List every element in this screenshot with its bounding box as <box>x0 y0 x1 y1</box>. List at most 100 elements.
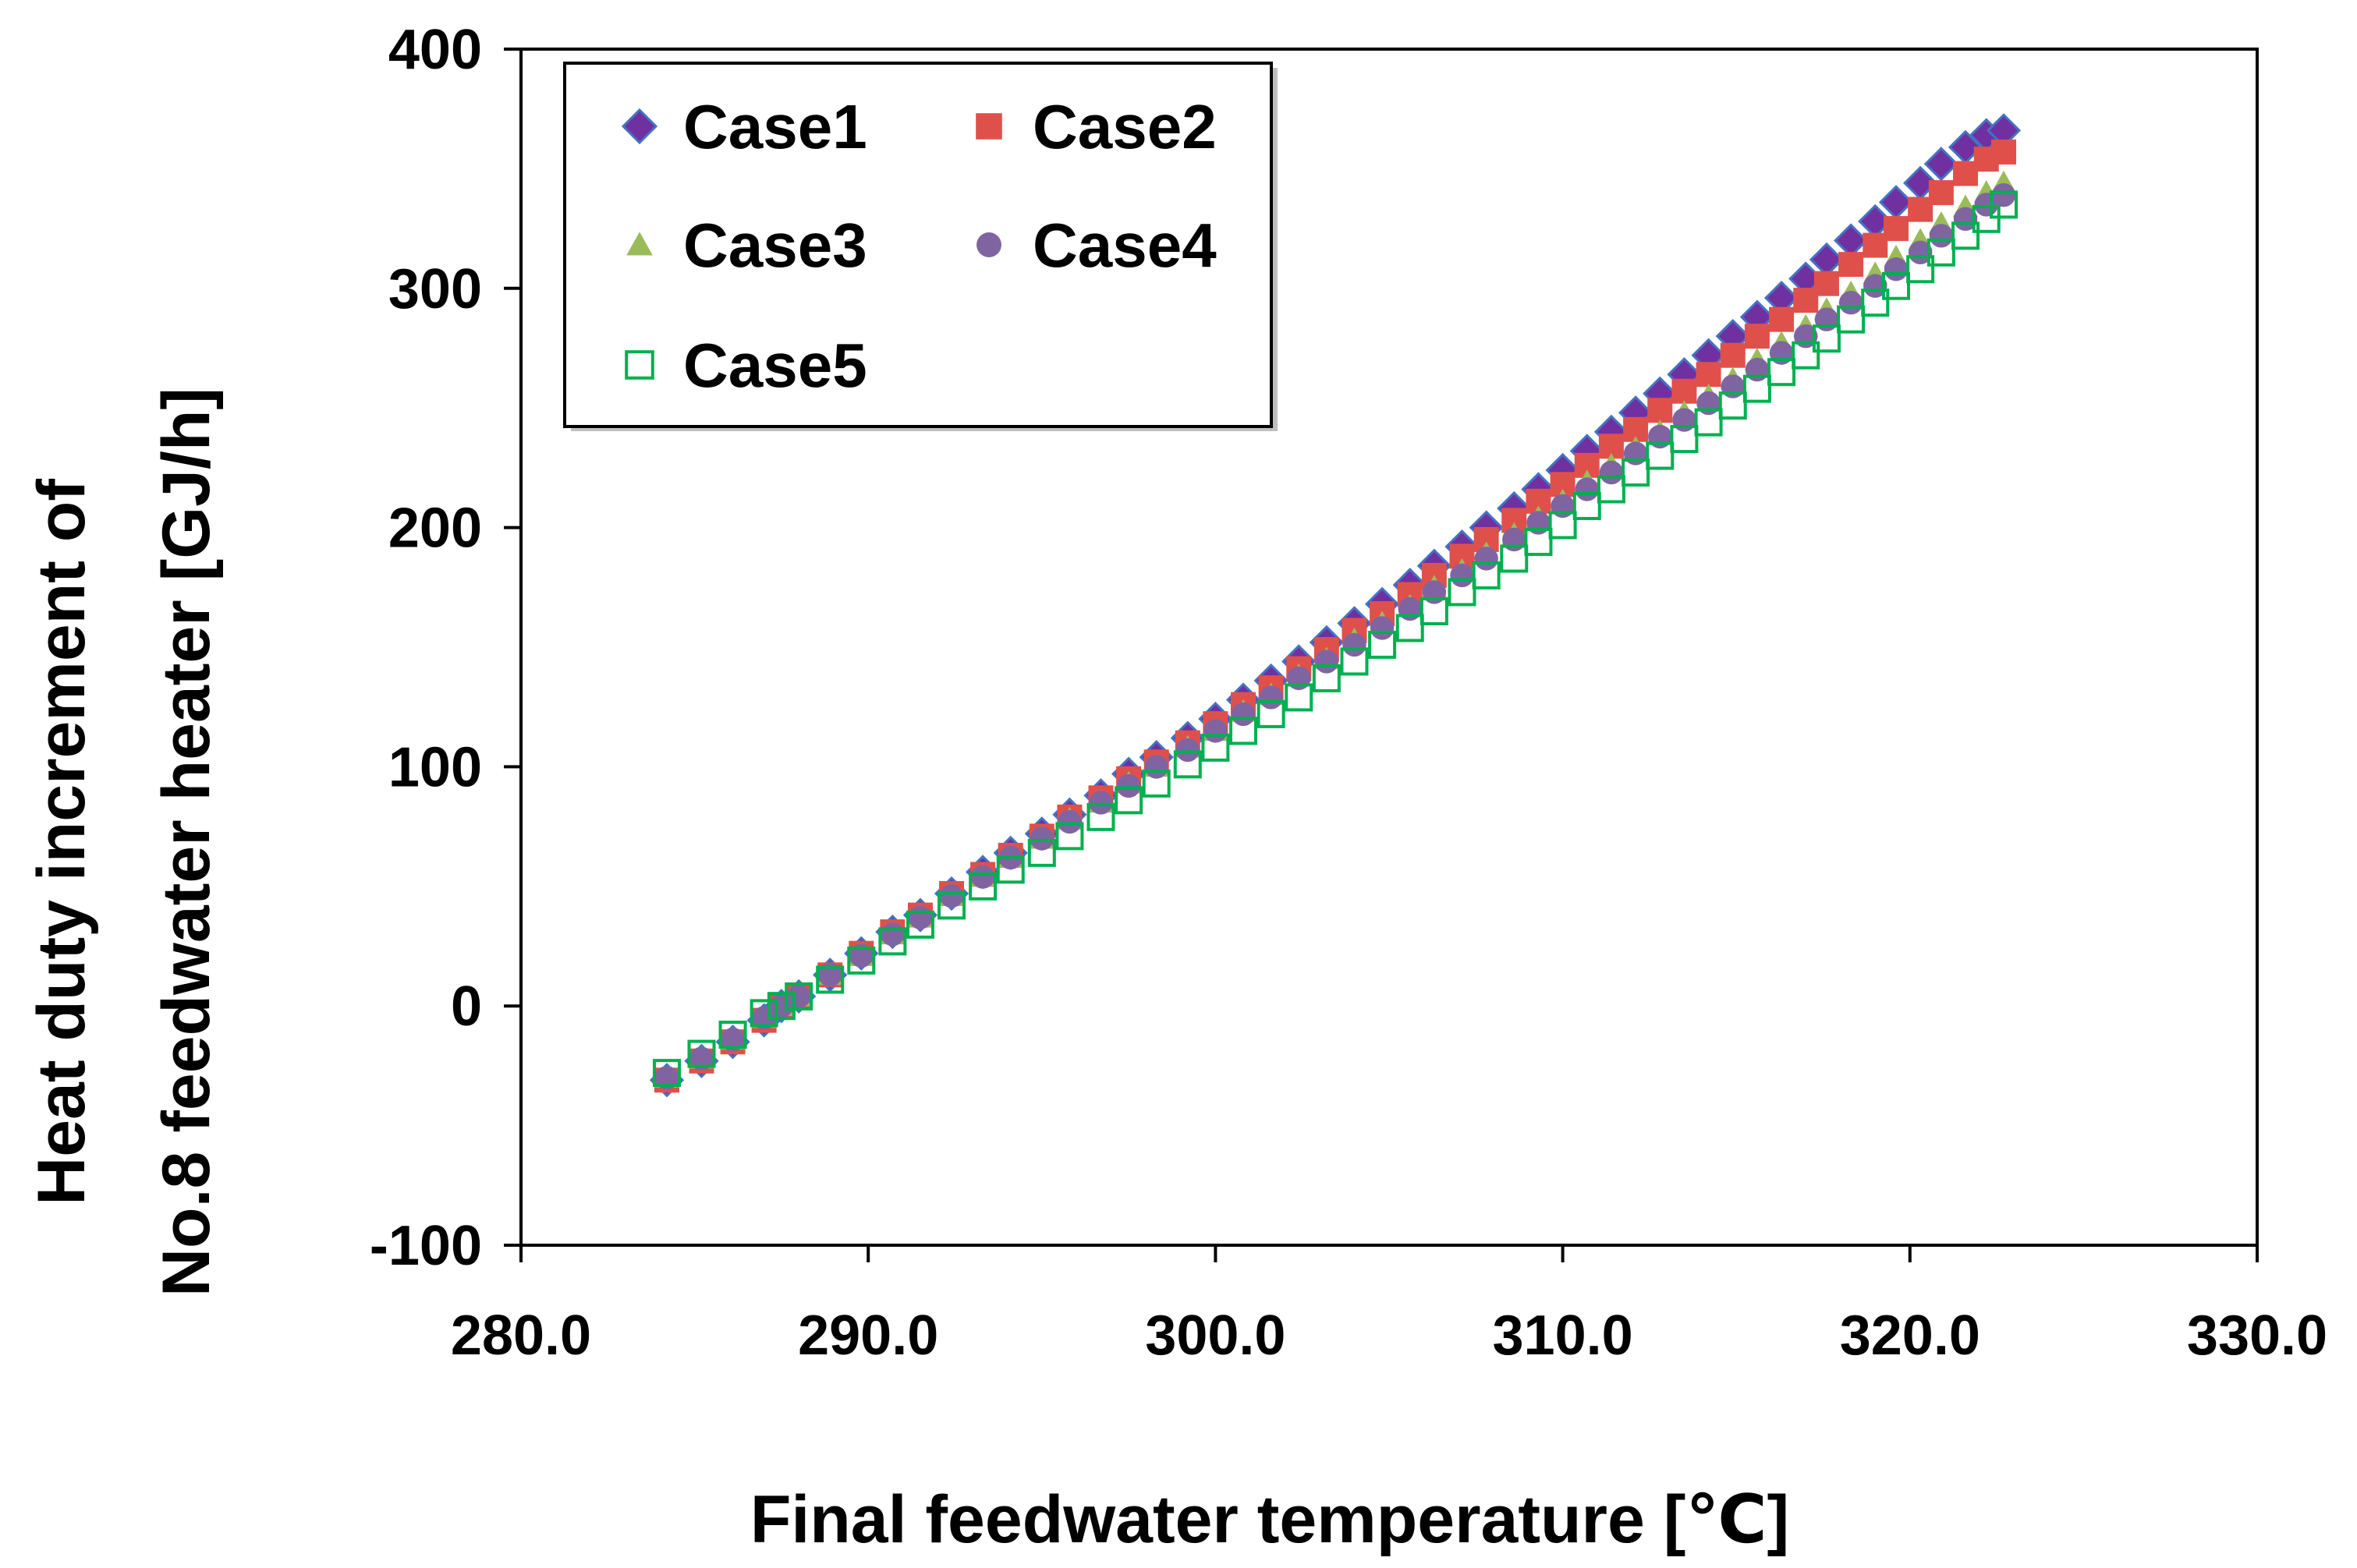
data-point <box>1312 664 1341 692</box>
legend-entry-case1: Case1 <box>621 92 867 161</box>
data-point <box>1767 358 1796 387</box>
data-point <box>878 927 907 956</box>
data-point <box>1342 632 1366 657</box>
x-tick-label: 310.0 <box>1493 1304 1633 1367</box>
data-point <box>1572 491 1601 520</box>
data-point <box>1500 544 1529 573</box>
data-point <box>816 965 845 994</box>
data-point <box>1990 190 2019 219</box>
data-point <box>1027 838 1056 867</box>
data-point <box>721 1027 745 1052</box>
x-tick-label: 330.0 <box>2187 1304 2327 1367</box>
data-point <box>1231 702 1256 727</box>
legend-entry-case3: Case3 <box>626 211 867 280</box>
data-point <box>1287 666 1311 691</box>
data-point <box>1175 738 1200 763</box>
data-point <box>1115 786 1143 815</box>
data-point <box>1769 306 1795 332</box>
x-tick-label: 290.0 <box>798 1304 938 1367</box>
y-tick-label: 300 <box>388 258 482 320</box>
data-point <box>1991 139 2017 165</box>
data-point <box>1792 341 1820 370</box>
data-point <box>654 1066 679 1090</box>
data-point <box>1951 221 1980 250</box>
data-point <box>1953 207 1978 232</box>
y-tick-label: 100 <box>388 736 482 798</box>
data-point <box>1953 161 1979 186</box>
data-point <box>1599 460 1624 485</box>
data-point <box>1863 232 1888 258</box>
data-point <box>818 963 842 987</box>
legend-marker-case1 <box>621 108 658 145</box>
data-point <box>1229 717 1258 745</box>
data-point <box>937 891 966 920</box>
data-point <box>1745 357 1770 382</box>
data-point <box>1928 180 1954 206</box>
data-point <box>996 855 1025 884</box>
series-markers <box>649 113 2022 1098</box>
data-point <box>1474 547 1498 571</box>
data-point <box>1793 288 1819 313</box>
data-point <box>1838 291 1863 315</box>
legend-marker-case4 <box>976 232 1001 257</box>
data-point <box>687 1039 716 1068</box>
data-point <box>1089 791 1113 815</box>
data-point <box>1201 733 1230 762</box>
data-point <box>1622 458 1650 487</box>
data-point <box>1647 398 1673 423</box>
data-point <box>1883 216 1909 242</box>
legend-marker-case3 <box>626 232 653 256</box>
data-point <box>1812 324 1841 353</box>
data-point <box>1926 238 1955 267</box>
data-point <box>849 943 874 968</box>
data-point <box>970 865 995 889</box>
y-tick-label: -100 <box>370 1215 482 1277</box>
legend-entry-case4: Case4 <box>976 211 1217 280</box>
data-point <box>1671 378 1697 404</box>
data-point <box>1526 511 1551 535</box>
data-point <box>1340 647 1369 676</box>
data-point <box>1551 494 1575 519</box>
data-point <box>1648 424 1672 449</box>
data-point <box>1420 596 1448 625</box>
y-tick-label: 400 <box>388 19 482 81</box>
data-point <box>847 946 876 975</box>
legend-label: Case1 <box>683 92 867 161</box>
data-point <box>1472 561 1501 589</box>
data-point <box>1742 374 1771 403</box>
legend-entry-case5: Case5 <box>625 331 867 400</box>
data-point <box>1575 477 1599 501</box>
data-point <box>1285 683 1313 712</box>
data-point <box>1881 271 1910 300</box>
data-point <box>1991 182 2016 207</box>
data-point <box>1395 614 1424 642</box>
data-point <box>1923 147 1958 182</box>
data-point <box>1906 255 1935 284</box>
x-tick-label: 280.0 <box>451 1304 591 1367</box>
data-point <box>750 999 778 1028</box>
data-point <box>767 992 796 1021</box>
data-point <box>1502 527 1526 552</box>
data-point <box>1929 224 1954 248</box>
data-point <box>906 910 934 939</box>
data-point <box>1863 274 1887 298</box>
data-point <box>1718 391 1747 420</box>
y-axis-title-line-2: No.8 feedwater heater [GJ/h] <box>149 388 224 1297</box>
legend-marker-case5 <box>625 350 654 380</box>
data-point <box>1908 196 1933 222</box>
data-point <box>1203 719 1228 743</box>
data-point <box>1696 362 1721 388</box>
data-point <box>1142 769 1171 798</box>
data-point <box>1086 802 1115 831</box>
data-point <box>1058 809 1082 834</box>
data-point <box>1422 580 1447 604</box>
data-point <box>1861 288 1890 317</box>
series-case5 <box>652 190 2019 1088</box>
legend-marker-case2 <box>976 113 1002 140</box>
x-axis-title: Final feedwater temperature [℃] <box>750 1482 1789 1557</box>
data-point <box>785 982 813 1011</box>
data-point <box>1314 649 1339 674</box>
data-point <box>1524 528 1553 557</box>
data-point <box>1813 271 1839 296</box>
